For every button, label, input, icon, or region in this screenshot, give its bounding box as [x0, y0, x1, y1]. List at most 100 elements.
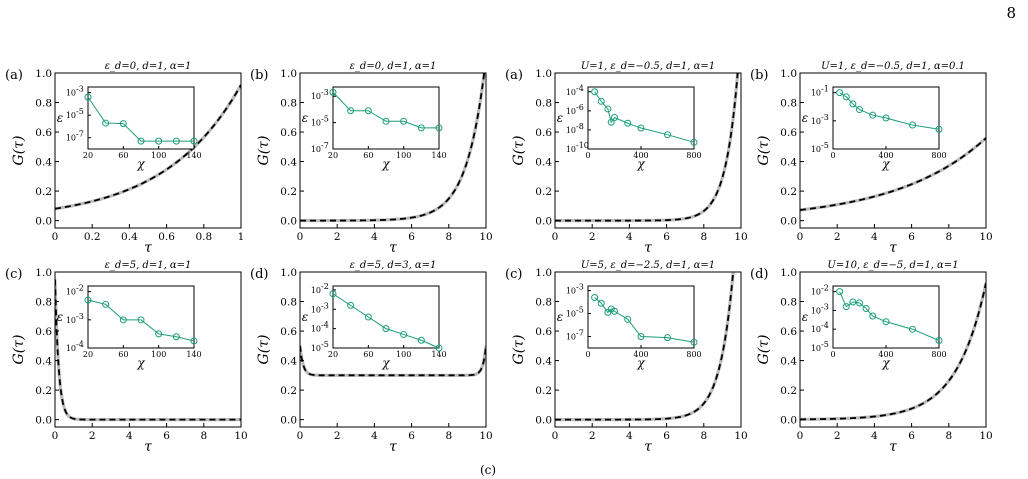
- y-tick-label: 0.2: [780, 186, 797, 198]
- inset-data-point: [856, 299, 863, 307]
- y-tick-label: 0.6: [280, 326, 297, 338]
- inset-series-line: [87, 96, 194, 142]
- inset-data-point: [591, 293, 599, 301]
- x-tick-label: 6: [908, 231, 915, 243]
- x-axis-label: τ: [389, 439, 397, 455]
- inset-x-tick-label: 800: [931, 350, 946, 359]
- inset-y-tick-label: 10: [311, 344, 321, 353]
- y-tick-label: 0.8: [535, 98, 552, 110]
- x-tick-label: 8: [445, 430, 452, 442]
- inset-series-line: [87, 299, 195, 342]
- panel-8: 0 2 4 6 8 10 0.0 0.2 0.4 0.6 0.8 1.0 τ G(τ) U=10, ε_d=…: [750, 260, 993, 455]
- inset-x-tick-label: 0: [585, 151, 590, 160]
- x-tick-label: 2: [589, 231, 596, 243]
- inset-y-tick-exponent: -4: [76, 340, 84, 349]
- y-tick-label: 0.2: [780, 385, 797, 397]
- inset-data-point: [664, 334, 671, 342]
- x-axis-label: τ: [889, 240, 897, 256]
- y-tick-label: 0.0: [35, 415, 52, 427]
- inset-x-tick-label: 20: [328, 151, 338, 160]
- x-tick-label: 4: [626, 231, 633, 243]
- computed-curve: [55, 279, 241, 421]
- x-tick-label: 4: [871, 430, 878, 442]
- inset-data-point: [190, 337, 198, 345]
- y-axis-label: G(τ): [756, 335, 772, 365]
- inset-y-tick-exponent: -10: [576, 141, 589, 150]
- y-tick-label: 0.0: [35, 216, 52, 228]
- panel-title: ε_d=5, d=3, α=1: [350, 260, 437, 271]
- y-tick-label: 0.0: [280, 415, 297, 427]
- x-tick-label: 2: [89, 430, 96, 442]
- y-tick-label: 0.6: [280, 127, 297, 139]
- x-tick-label: 6: [663, 231, 670, 243]
- y-tick-label: 1.0: [35, 68, 52, 80]
- inset-data-point: [329, 290, 337, 298]
- inset-x-tick-label: 0: [585, 350, 590, 359]
- computed-curve: [800, 282, 986, 421]
- inset-data-point: [637, 124, 645, 132]
- inset-y-tick-exponent: -4: [821, 321, 829, 330]
- plot-frame: [799, 72, 987, 229]
- panel-title: U=5, ε_d=−2.5, d=1, α=1: [581, 260, 715, 271]
- y-tick-label: 1.0: [280, 267, 297, 279]
- x-tick-label: 4: [626, 430, 633, 442]
- inset-data-point: [597, 299, 605, 307]
- inset-data-point: [909, 121, 916, 129]
- inset-data-point: [624, 119, 632, 127]
- panel-title: U=10, ε_d=−5, d=1, α=1: [827, 260, 958, 271]
- inset-data-point: [119, 316, 127, 324]
- inset-y-tick-label: 10: [566, 88, 576, 97]
- inset-data-point: [842, 93, 850, 101]
- inset-y-tick-exponent: -7: [576, 329, 584, 338]
- x-tick-label: 4: [371, 231, 378, 243]
- inset-data-point: [84, 296, 92, 304]
- panel-title: ε_d=0, d=1, α=1: [350, 61, 437, 72]
- y-tick-label: 0.4: [35, 356, 52, 368]
- x-tick-label: 8: [945, 231, 952, 243]
- inset-data-point: [604, 105, 612, 113]
- y-axis-label: G(τ): [756, 136, 772, 166]
- inset-y-tick-label: 10: [811, 306, 821, 315]
- inset-data-point: [882, 114, 890, 122]
- inset-data-point: [836, 288, 844, 296]
- inset-data-point: [400, 330, 408, 338]
- inset-y-tick-label: 10: [566, 287, 576, 296]
- y-tick-label: 0.4: [35, 157, 52, 169]
- inset-data-point: [862, 305, 870, 313]
- y-tick-label: 0.4: [280, 157, 297, 169]
- y-tick-label: 0.6: [535, 326, 552, 338]
- inset-data-point: [172, 137, 180, 145]
- x-tick-label: 8: [700, 231, 707, 243]
- panel-letter: (d): [250, 267, 268, 282]
- x-tick-label: 0.2: [84, 231, 101, 243]
- x-axis-label: τ: [144, 439, 152, 455]
- panel-title: U=1, ε_d=−0.5, d=1, α=1: [581, 61, 715, 72]
- inset-y-tick-exponent: -1: [821, 85, 829, 94]
- x-tick-label: 10: [479, 231, 492, 243]
- y-tick-label: 1.0: [535, 68, 552, 80]
- inset-x-tick-label: 400: [633, 350, 648, 359]
- x-tick-label: 0.6: [158, 231, 175, 243]
- x-axis-label: τ: [389, 240, 397, 256]
- y-tick-label: 0.2: [280, 385, 297, 397]
- inset-x-tick-label: 100: [396, 350, 411, 359]
- inset-x-tick-label: 140: [186, 350, 201, 359]
- inset-data-point: [935, 125, 943, 133]
- plot-frame: [299, 72, 487, 229]
- inset-x-tick-label: 20: [83, 350, 93, 359]
- x-axis-label: τ: [889, 439, 897, 455]
- inset-x-label: χ: [881, 157, 890, 171]
- inset-data-point: [417, 124, 425, 132]
- y-tick-label: 1.0: [35, 267, 52, 279]
- inset-data-point: [597, 97, 605, 105]
- inset-data-point: [842, 303, 850, 311]
- inset-x-tick-label: 100: [151, 151, 166, 160]
- y-tick-label: 1.0: [780, 267, 797, 279]
- x-tick-label: 10: [479, 430, 492, 442]
- inset-x-tick-label: 0: [830, 151, 835, 160]
